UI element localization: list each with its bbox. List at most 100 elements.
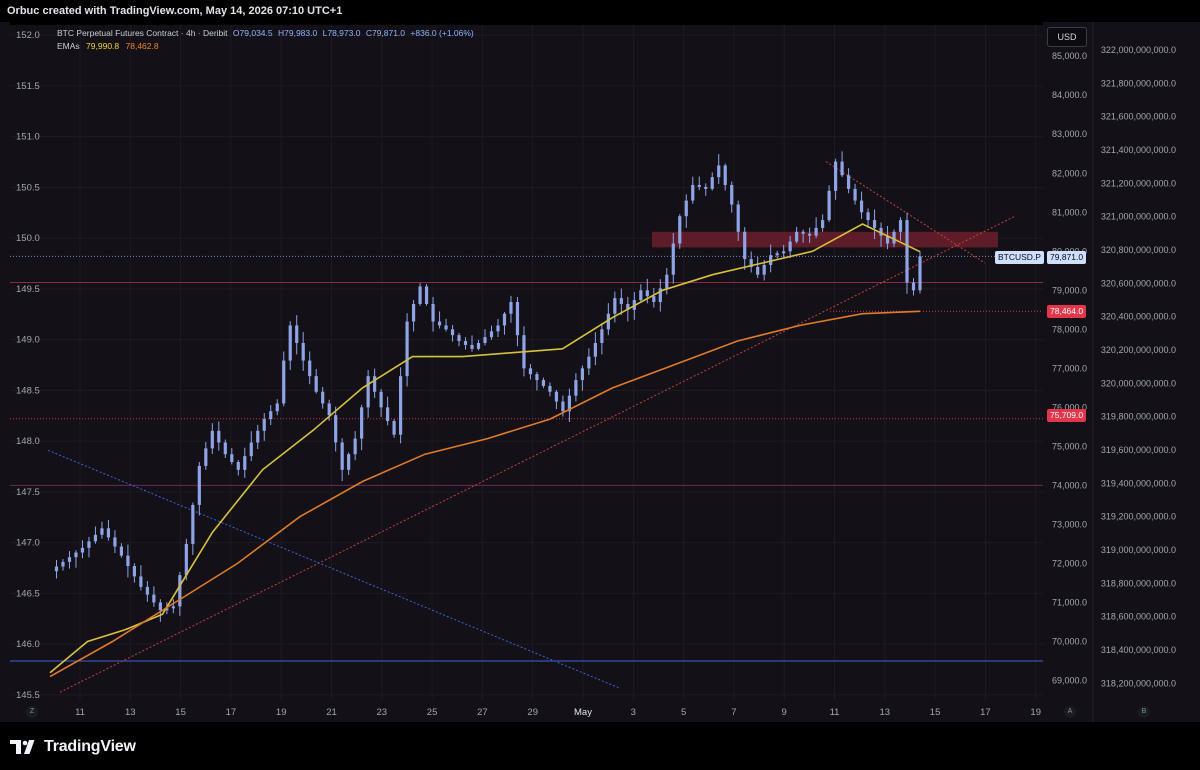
candle-body [301,342,305,361]
candle-body [749,259,753,267]
price-axis-tick-label: 73,000.0 [1052,519,1087,529]
candle-body [872,220,877,228]
candle-body [139,576,143,587]
candle-body [619,298,623,304]
candle-body [710,177,714,189]
time-axis-panel[interactable] [10,700,1043,722]
price-axis-tick-label: 75,000.0 [1052,441,1087,451]
candle-body [366,376,370,408]
candle-body [853,188,857,201]
level-price-tag: 75,709.0 [1047,409,1087,422]
candle-body [262,419,266,431]
candle-body [340,442,344,470]
candle-body [606,313,610,330]
candle-body [879,227,883,236]
candle-body [61,561,65,567]
candle-body [119,546,124,556]
candle-body [580,368,584,381]
ascending-trendline[interactable] [59,215,1016,693]
ema-fast-line[interactable] [49,223,921,674]
candle-body [288,325,292,361]
candle-body [418,286,422,304]
left-axis-tick-label: 149.0 [16,335,40,346]
candle-body [483,337,487,343]
tradingview-logo[interactable]: TradingView [10,738,136,756]
candle-body [918,256,922,291]
candle-body [574,380,578,396]
price-axis-tick-label: 77,000.0 [1052,363,1087,373]
tradingview-logo-icon [10,740,35,754]
right-axis-corner-button[interactable]: B [1138,706,1150,718]
descending-blue-trendline[interactable] [47,449,621,689]
candle-body [392,421,396,435]
candle-body [769,255,773,265]
plot-background[interactable] [10,25,1043,700]
right-axis-tick-label: 321,000,000,000.0 [1101,212,1176,222]
descending-red-trendline[interactable] [825,161,986,264]
candle-body [515,302,520,336]
legend-close: C79,871.0 [365,28,406,38]
right-axis-tick-label: 321,200,000,000.0 [1101,178,1176,188]
candle-body [100,528,104,535]
candle-body [846,175,851,189]
candle-body [840,161,844,176]
candle-body [567,395,572,412]
candle-body [756,266,760,275]
candle-body [489,331,494,338]
right-axis-tick-label: 318,800,000,000.0 [1101,578,1176,588]
candle-body [191,504,195,544]
candle-body [470,344,474,349]
legend-symbol-row: BTC Perpetual Futures Contract · 4h · De… [57,28,474,38]
left-axis-corner-button[interactable]: Z [26,706,38,718]
right-axis-tick-label: 319,200,000,000.0 [1101,512,1176,522]
last-price-tag: 79,871.0 [1047,251,1087,264]
time-axis-tick-label: 7 [731,707,736,718]
candle-body [463,341,468,345]
candle-body [866,212,870,221]
price-axis-tick-label: 74,000.0 [1052,480,1087,490]
candle-body [398,376,403,435]
candle-body [405,321,409,377]
time-axis-tick-label: 15 [175,707,186,718]
candle-body [158,602,162,611]
candle-body [528,368,533,375]
candle-body [308,360,312,377]
price-axis-panel[interactable] [1043,22,1200,722]
candle-body [152,594,156,603]
candle-body [165,608,169,611]
price-axis-tick-label: 78,000.0 [1052,324,1087,334]
candle-body [502,313,507,326]
time-axis-tick-label: 17 [980,707,991,718]
right-axis-tick-label: 318,400,000,000.0 [1101,645,1176,655]
right-axis-tick-label: 321,600,000,000.0 [1101,112,1176,122]
chart-area[interactable]: 145.5 146.0 146.5 147.0 147.5 148.0 148.5 149.0… [0,22,1200,722]
candle-body [496,325,500,332]
legend-ema-row[interactable]: EMAs 79,990.8 78,462.8 [57,41,159,51]
price-axis-tick-label: 83,000.0 [1052,129,1087,139]
candle-body [704,186,708,189]
candle-body [243,456,247,470]
left-axis-tick-label: 150.5 [16,182,40,193]
candle-body [535,374,539,381]
left-axis-tick-label: 152.0 [16,30,40,41]
candle-body [898,220,903,232]
time-axis-tick-label: 11 [830,707,840,718]
price-chart[interactable]: 145.5 146.0 146.5 147.0 147.5 148.0 148.5 149.0… [0,22,1200,722]
price-axis-tick-label: 81,000.0 [1052,207,1087,217]
candle-body [593,342,597,357]
candle-body [788,241,792,252]
candle-body [736,204,740,232]
time-axis-tick-label: 27 [477,707,488,718]
right-axis-tick-label: 320,800,000,000.0 [1101,245,1176,255]
left-axis-tick-label: 151.0 [16,132,40,143]
currency-button[interactable]: USD [1047,27,1087,47]
candle-body [658,288,662,303]
ema-slow-line[interactable] [49,310,921,678]
candle-body [360,407,364,439]
legend-change: +836.0 (+1.06%) [410,28,474,38]
candle-body [197,465,201,505]
right-axis-tick-label: 319,600,000,000.0 [1101,445,1176,455]
candle-body [561,401,565,412]
candle-body [386,407,390,422]
auto-scale-button[interactable]: A [1064,706,1076,718]
